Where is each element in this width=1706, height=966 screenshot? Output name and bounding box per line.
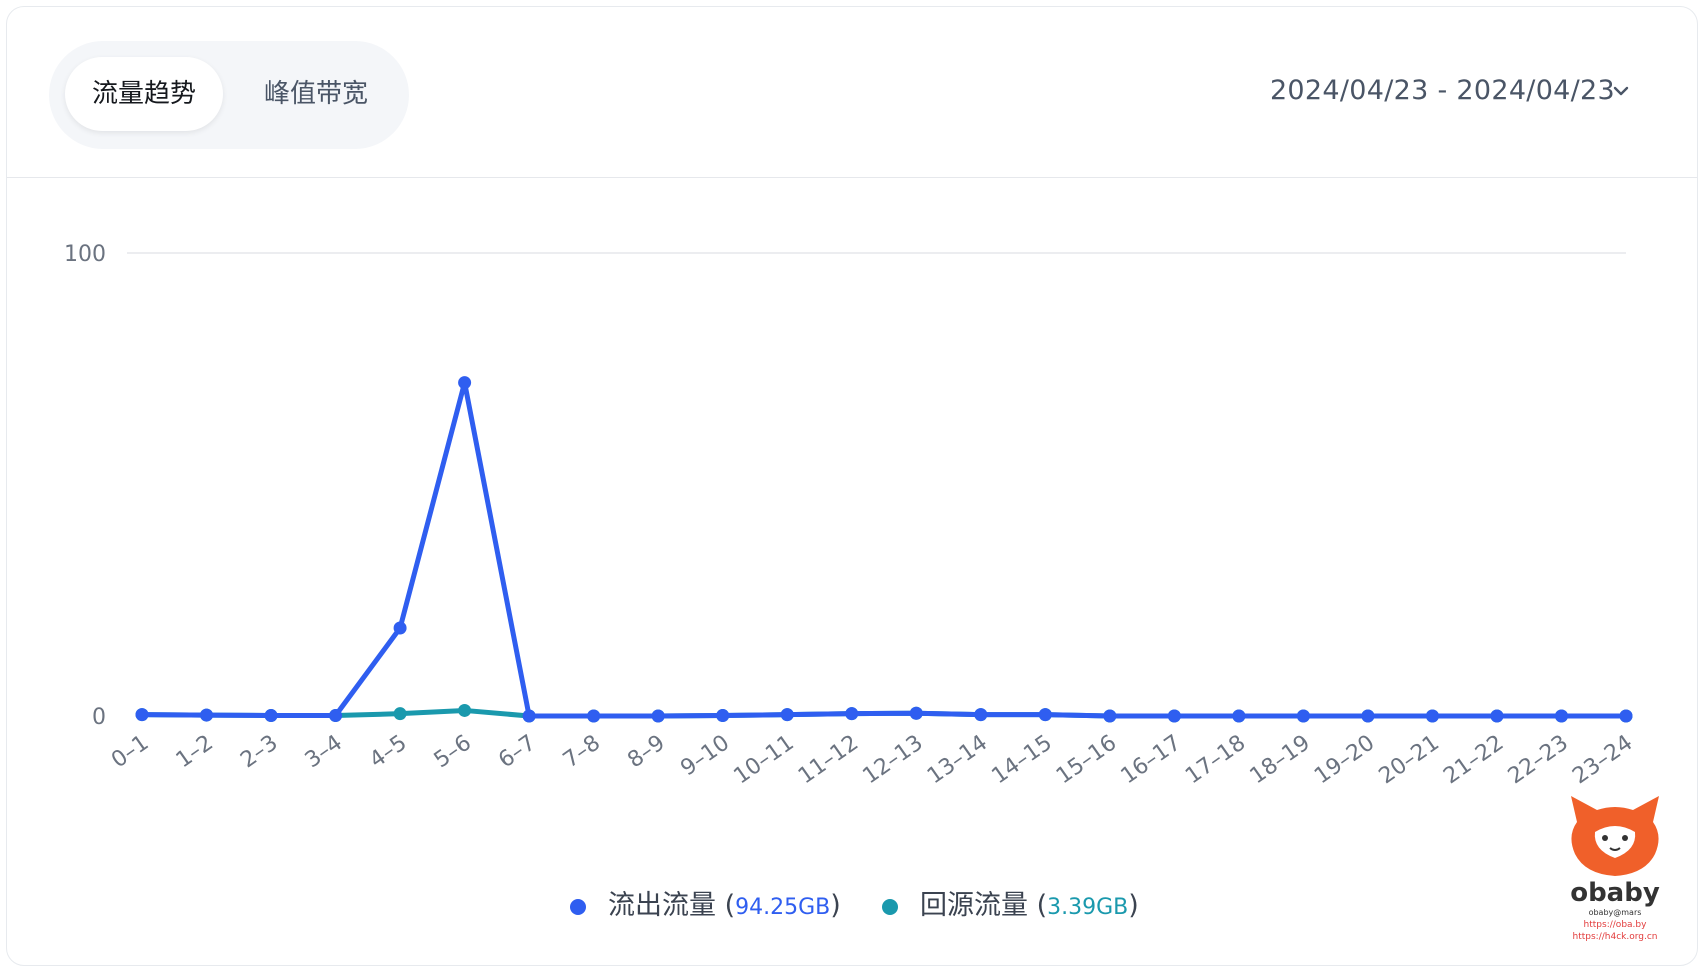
- x-tick-label-18: 18–19: [1246, 730, 1315, 789]
- legend-value-outflow: 94.25GB: [735, 895, 831, 920]
- data-point-s0-16: [1167, 709, 1181, 723]
- x-tick-label-3: 3–4: [301, 730, 347, 773]
- data-point-s0-14: [1038, 708, 1052, 722]
- data-point-s0-11: [845, 707, 859, 721]
- x-tick-label-13: 13–14: [923, 730, 992, 789]
- traffic-card: 流量趋势 峰值带宽 2024/04/23 - 2024/04/23: [6, 6, 1698, 966]
- watermark-url-1: https://oba.by: [1583, 920, 1647, 930]
- x-tick-label-7: 7–8: [559, 730, 605, 773]
- data-point-s0-1: [200, 708, 214, 722]
- x-tick-label-6: 6–7: [494, 730, 540, 773]
- legend-value-origin: 3.39GB: [1047, 895, 1129, 920]
- x-tick-label-5: 5–6: [430, 730, 476, 773]
- tab-group: 流量趋势 峰值带宽: [49, 41, 409, 149]
- x-tick-label-22: 22–23: [1504, 730, 1573, 789]
- legend-item-origin[interactable]: 回源流量 (3.39GB): [882, 888, 1139, 924]
- card-header: 流量趋势 峰值带宽 2024/04/23 - 2024/04/23: [7, 7, 1697, 178]
- x-tick-label-15: 15–16: [1052, 730, 1121, 789]
- legend-label-origin: 回源流量: [920, 890, 1028, 921]
- x-tick-label-9: 9–10: [676, 730, 734, 781]
- x-tick-label-4: 4–5: [365, 730, 411, 773]
- data-point-s0-13: [974, 708, 988, 722]
- data-point-s0-7: [587, 709, 601, 723]
- data-point-s0-0: [135, 708, 149, 722]
- data-point-s1-4: [393, 707, 407, 721]
- x-tick-label-11: 11–12: [794, 730, 863, 789]
- x-tick-label-16: 16–17: [1117, 730, 1186, 789]
- y-tick-label-100: 100: [64, 242, 106, 267]
- tab-traffic-trend[interactable]: 流量趋势: [65, 57, 223, 131]
- data-point-s0-20: [1425, 709, 1439, 723]
- data-point-s0-2: [264, 709, 278, 723]
- x-tick-label-12: 12–13: [858, 730, 927, 789]
- watermark-brand: obaby: [1570, 878, 1660, 908]
- data-point-s0-21: [1490, 709, 1504, 723]
- series-line-0: [139, 380, 1629, 719]
- cat-logo-icon: [1571, 796, 1659, 876]
- x-tick-label-17: 17–18: [1181, 730, 1250, 789]
- data-point-s0-6: [522, 709, 536, 723]
- data-point-s0-8: [651, 709, 665, 723]
- data-point-s0-12: [909, 706, 923, 720]
- watermark: obaby obaby@mars https://oba.by https://…: [1555, 792, 1675, 942]
- data-point-s0-18: [1296, 709, 1310, 723]
- y-tick-label-0: 0: [92, 705, 106, 730]
- data-point-s1-5: [458, 703, 472, 717]
- legend-dot-origin: [882, 898, 898, 915]
- x-tick-label-21: 21–22: [1439, 730, 1508, 789]
- data-point-s0-4: [393, 621, 407, 635]
- data-point-s0-17: [1232, 709, 1246, 723]
- x-tick-label-10: 10–11: [729, 730, 798, 789]
- data-point-s0-9: [716, 709, 730, 723]
- tab-peak-bandwidth[interactable]: 峰值带宽: [263, 79, 368, 109]
- data-point-s0-23: [1619, 709, 1633, 723]
- x-tick-label-2: 2–3: [236, 730, 282, 773]
- watermark-sub: obaby@mars: [1588, 908, 1642, 917]
- chevron-down-icon[interactable]: [1611, 81, 1631, 101]
- x-tick-label-1: 1–2: [172, 730, 218, 773]
- legend-label-outflow: 流出流量: [608, 890, 716, 921]
- x-tick-label-0: 0–1: [107, 730, 153, 773]
- x-tick-label-20: 20–21: [1375, 730, 1444, 789]
- date-range-picker[interactable]: 2024/04/23 - 2024/04/23: [1269, 75, 1615, 106]
- legend-dot-outflow: [570, 898, 586, 915]
- watermark-url-2: https://h4ck.org.cn: [1572, 932, 1658, 942]
- data-point-s0-22: [1554, 709, 1568, 723]
- x-tick-label-23: 23–24: [1568, 730, 1637, 789]
- x-tick-label-19: 19–20: [1310, 730, 1379, 789]
- data-point-s0-5: [458, 376, 472, 390]
- data-point-s0-3: [329, 709, 343, 723]
- data-point-s0-19: [1361, 709, 1375, 723]
- data-point-s0-10: [780, 708, 794, 722]
- legend-item-outflow[interactable]: 流出流量 (94.25GB): [570, 888, 841, 924]
- x-tick-label-8: 8–9: [623, 730, 669, 773]
- data-point-s0-15: [1103, 709, 1117, 723]
- x-tick-label-14: 14–15: [988, 730, 1057, 789]
